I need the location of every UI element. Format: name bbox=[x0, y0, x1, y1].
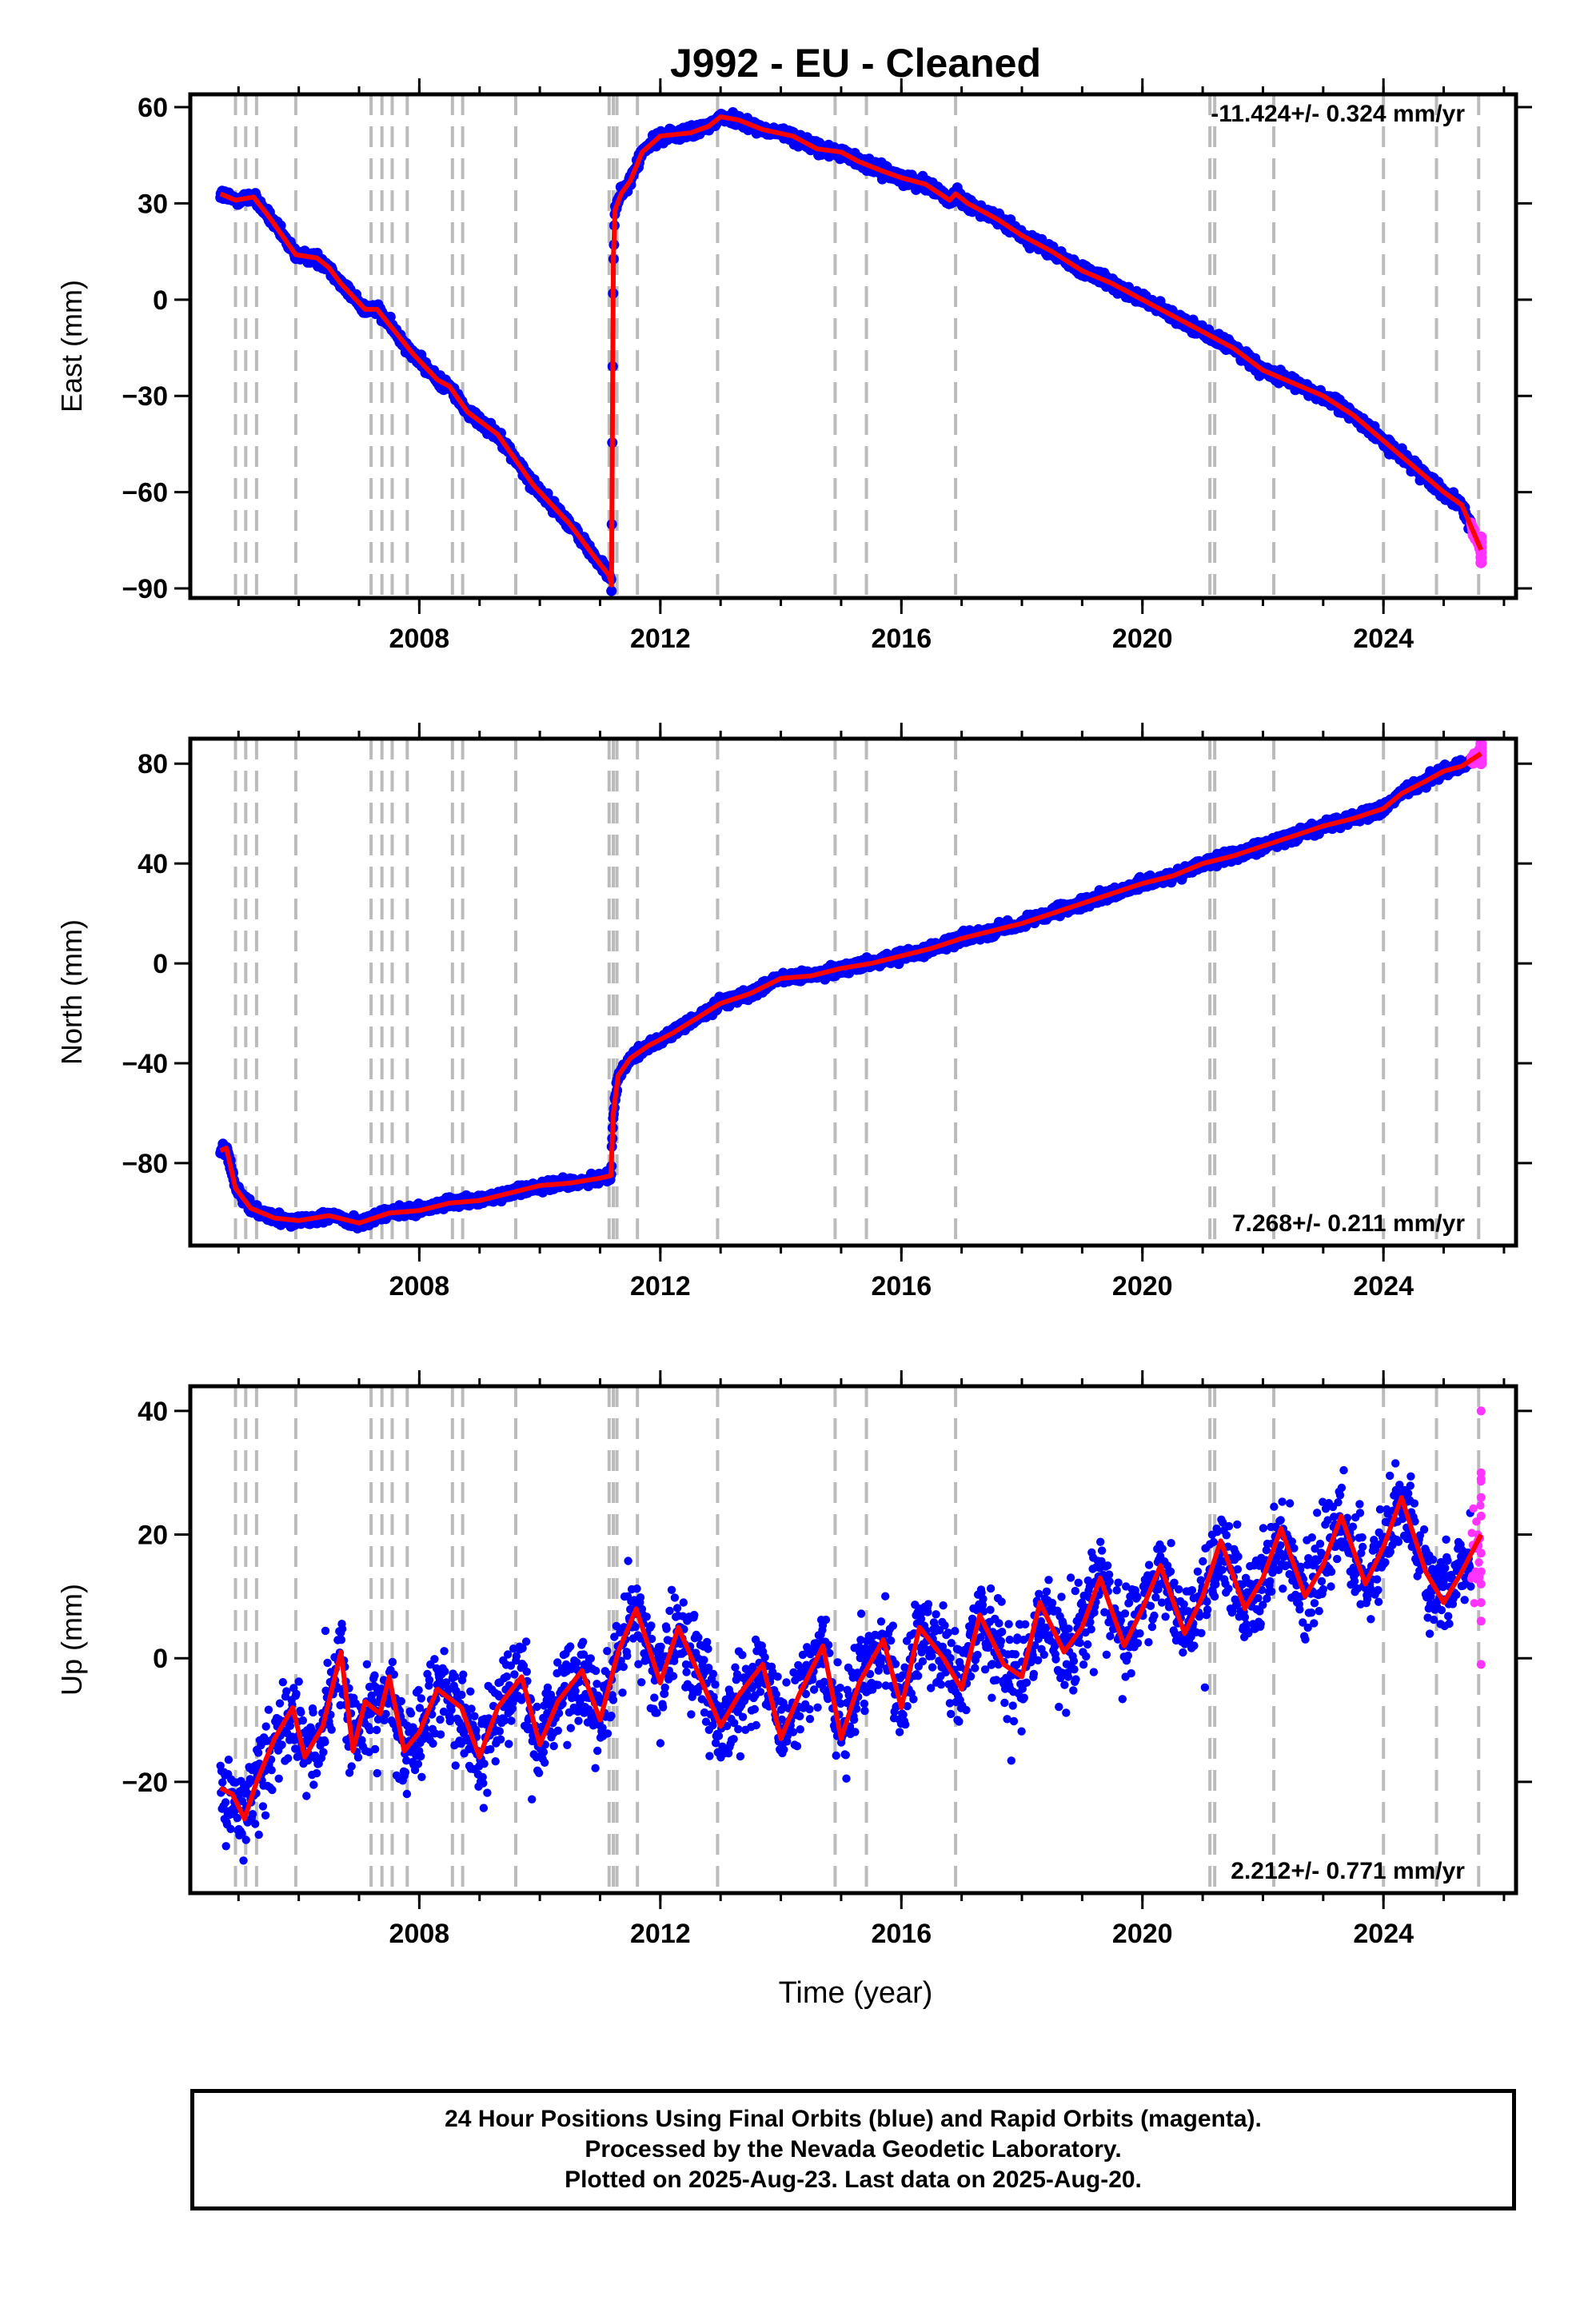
y-tick-label: −60 bbox=[122, 478, 168, 508]
y-axis-label: East (mm) bbox=[55, 280, 88, 413]
x-tick-label: 2024 bbox=[1353, 624, 1414, 654]
rate-label: -11.424+/- 0.324 mm/yr bbox=[1211, 101, 1465, 127]
x-tick-label: 2012 bbox=[630, 624, 691, 654]
x-tick-label: 2008 bbox=[389, 624, 450, 654]
x-tick-label: 2020 bbox=[1112, 624, 1173, 654]
y-tick-label: −90 bbox=[122, 574, 168, 604]
y-tick-label: −30 bbox=[122, 381, 168, 412]
plot-frame bbox=[190, 94, 1516, 598]
panel-east: 2008 2012 2016 2020 2024 −90 −60 −30 0 30 60 East (… bbox=[55, 78, 1532, 654]
y-tick-label: 30 bbox=[138, 189, 168, 219]
x-tick-label: 2016 bbox=[871, 624, 932, 654]
model-fit-line bbox=[221, 117, 1482, 585]
plot-area bbox=[215, 738, 1486, 1246]
chart-title: J992 - EU - Cleaned bbox=[670, 41, 1041, 86]
y-tick-label: 0 bbox=[153, 285, 168, 316]
y-tick-label: 60 bbox=[138, 93, 168, 123]
plot-area bbox=[215, 94, 1486, 598]
